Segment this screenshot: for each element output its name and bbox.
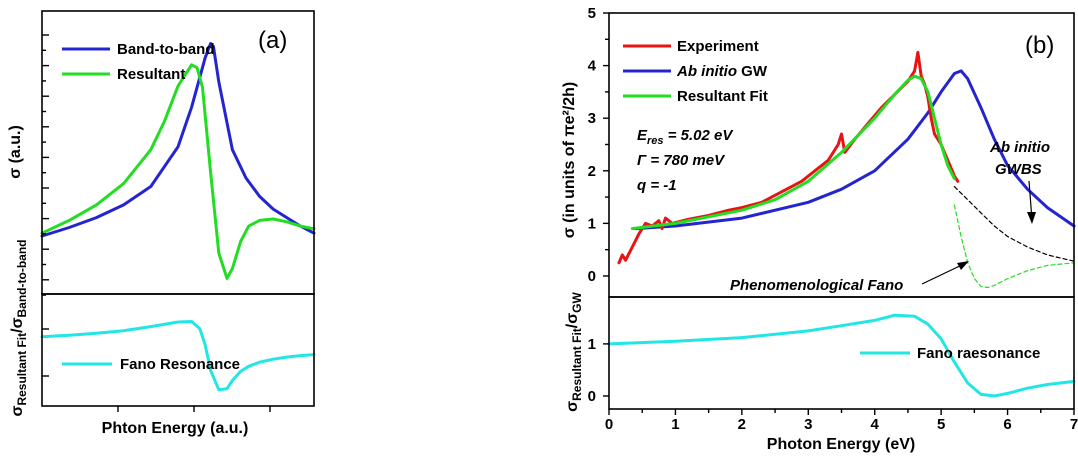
annot-fano-arrow bbox=[921, 262, 967, 285]
legend-b-fit-label: Resultant Fit bbox=[677, 88, 768, 105]
panel-b-ylabel-bottom-base: σ bbox=[564, 401, 581, 412]
annot-eres-main: E bbox=[637, 127, 648, 144]
panel-b-bottom-ytick-label: 1 bbox=[588, 336, 596, 353]
panel-b-top-ytick-label: 5 bbox=[588, 5, 596, 22]
panel-a-ylabel-bottom-sub2: Band-to-band bbox=[15, 240, 29, 318]
legend-a-fano-label: Fano Resonance bbox=[120, 356, 240, 373]
panel-b-ylabel-bottom-slash: /σ bbox=[564, 313, 581, 328]
panel-b-xtick-label: 0 bbox=[605, 416, 613, 433]
legend-a-resultant-label: Resultant bbox=[117, 66, 185, 83]
series-a-fano-resonance bbox=[40, 320, 316, 392]
annot-eres-val: = 5.02 eV bbox=[664, 127, 735, 144]
panel-b-top-ytick-label: 1 bbox=[588, 215, 596, 232]
panel-a-ylabel-bottom: σResultant Fit/σBand-to-band bbox=[9, 240, 29, 417]
legend-b-fano-label: Fano raesonance bbox=[917, 345, 1040, 362]
panel-b-xtick-label: 6 bbox=[1003, 416, 1011, 433]
panel-a-ylabel-top: σ (a.u.) bbox=[7, 125, 24, 179]
annot-gwbs-line2: GWBS bbox=[995, 161, 1042, 178]
annot-fano: Phenomenological Fano bbox=[730, 277, 903, 294]
dashed-ab-initio-gwbs bbox=[953, 186, 1075, 262]
series-b-fano-raesonance bbox=[607, 313, 1076, 398]
panel-b-xtick-label: 7 bbox=[1070, 416, 1078, 433]
panel-a: (a) Band-to-band Resultant Fano Resonanc… bbox=[7, 10, 316, 437]
series-b-ab-initio-gw bbox=[634, 69, 1076, 231]
panel-b-ylabel-bottom-sub2: GW bbox=[570, 291, 584, 312]
panel-a-bottom-frame bbox=[41, 293, 315, 407]
panel-b-ylabel-bottom: σResultant Fit/σGW bbox=[564, 291, 584, 411]
panel-a-xlabel: Phton Energy (a.u.) bbox=[102, 420, 249, 437]
dashed-phenomenological-fano bbox=[953, 204, 1075, 289]
panel-b: 0 1 2 3 4 5 0 1 0 1 2 3 4 5 6 7 (b) Experiment Ab initi… bbox=[561, 5, 1078, 453]
annot-gamma: Γ = 780 meV bbox=[637, 152, 726, 169]
panel-b-top-ytick-label: 4 bbox=[588, 58, 597, 75]
series-a-resultant bbox=[40, 63, 316, 280]
panel-b-top-ytick-label: 3 bbox=[588, 110, 596, 127]
panel-b-xtick-label: 1 bbox=[671, 416, 679, 433]
annot-q: q = -1 bbox=[637, 177, 677, 194]
legend-b-gw-label: Ab initio GW bbox=[676, 63, 768, 80]
legend-b-gw-italic: Ab initio bbox=[676, 63, 737, 80]
annot-gwbs-line1: Ab initio bbox=[989, 139, 1050, 156]
panel-b-top-ytick-label: 0 bbox=[588, 268, 596, 285]
panel-b-xtick-label: 4 bbox=[871, 416, 880, 433]
annot-gwbs-arrowhead bbox=[1027, 212, 1036, 224]
panel-a-tag: (a) bbox=[258, 27, 287, 54]
legend-b-gw-rest: GW bbox=[737, 63, 768, 80]
panel-a-ylabel-bottom-base: σ bbox=[9, 406, 26, 417]
series-b-resultant-fit bbox=[630, 74, 956, 231]
series-a-band-to-band bbox=[40, 42, 316, 238]
panel-b-ylabel-bottom-sub1: Resultant Fit bbox=[570, 328, 584, 401]
annot-eres: Eres = 5.02 eV bbox=[637, 127, 734, 147]
panel-b-bottom-ytick-label: 0 bbox=[588, 388, 596, 405]
legend-a-band-label: Band-to-band bbox=[117, 41, 214, 58]
panel-b-xtick-label: 5 bbox=[937, 416, 945, 433]
series-b-experiment bbox=[617, 50, 960, 265]
panel-b-xtick-label: 3 bbox=[804, 416, 812, 433]
annot-eres-sub: res bbox=[647, 135, 664, 147]
panel-b-xlabel: Photon Energy (eV) bbox=[767, 436, 915, 453]
panel-b-ylabel-top: σ (in units of πe²/2h) bbox=[561, 82, 578, 239]
panel-b-xtick-label: 2 bbox=[738, 416, 746, 433]
annot-fano-arrowhead bbox=[957, 261, 969, 270]
legend-b-exp-label: Experiment bbox=[677, 38, 759, 55]
panel-a-ticks bbox=[42, 34, 271, 412]
panel-b-ticks: 0 1 2 3 4 5 0 1 0 1 2 3 4 5 6 7 bbox=[588, 5, 1078, 433]
panel-a-ylabel-bottom-slash: /σ bbox=[9, 317, 26, 332]
panel-a-ylabel-bottom-sub1: Resultant Fit bbox=[15, 333, 29, 406]
panel-b-top-ytick-label: 2 bbox=[588, 163, 596, 180]
panel-b-tag: (b) bbox=[1025, 32, 1054, 59]
